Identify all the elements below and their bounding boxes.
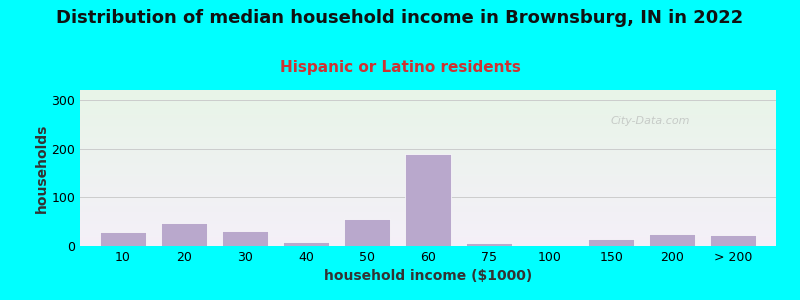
- Bar: [283, 242, 329, 246]
- Text: Distribution of median household income in Brownsburg, IN in 2022: Distribution of median household income …: [56, 9, 744, 27]
- Text: Hispanic or Latino residents: Hispanic or Latino residents: [279, 60, 521, 75]
- Bar: [161, 223, 206, 246]
- Bar: [466, 243, 512, 246]
- Bar: [650, 234, 695, 246]
- Bar: [710, 235, 756, 246]
- Text: City-Data.com: City-Data.com: [611, 116, 690, 126]
- Bar: [100, 232, 146, 246]
- Bar: [344, 219, 390, 246]
- Bar: [405, 154, 451, 246]
- X-axis label: household income ($1000): household income ($1000): [324, 269, 532, 284]
- Bar: [588, 239, 634, 246]
- Y-axis label: households: households: [34, 123, 49, 213]
- Bar: [222, 231, 268, 246]
